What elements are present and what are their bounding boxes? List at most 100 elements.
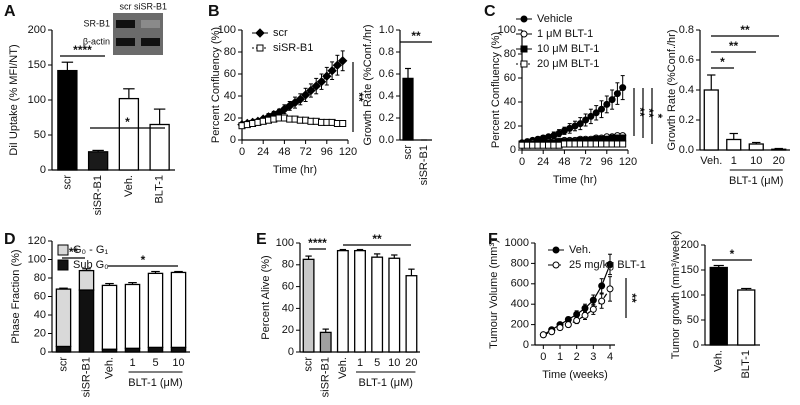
bar-segment — [147, 346, 164, 353]
y-tick-label: 0.8 — [379, 46, 394, 58]
legend-label: Veh. — [569, 244, 591, 256]
legend-label: 20 μM BLT-1 — [537, 58, 599, 70]
x-tick-label: 3 — [590, 351, 596, 363]
bar — [748, 143, 764, 151]
point — [576, 120, 584, 128]
y-tick-label: 0 — [40, 346, 46, 358]
x-tick-label: 5 — [152, 357, 158, 369]
point — [619, 134, 627, 142]
bar — [57, 69, 78, 171]
x-axis-title: Time (hr) — [273, 164, 317, 176]
significance-label: * — [720, 55, 725, 69]
y-tick-label: 20 — [282, 324, 294, 336]
y-tick-label: 200 — [511, 319, 529, 331]
bar-segment — [170, 271, 187, 349]
y-tick-label: 0 — [230, 134, 236, 146]
legend-label: G₀ - G₁ — [73, 244, 108, 256]
significance-label: ** — [411, 29, 421, 43]
x-tick-label: 120 — [619, 156, 637, 168]
y-axis-title: Tumor growth (mm³/week) — [670, 231, 682, 360]
x-tick-label: 20 — [773, 155, 785, 167]
legend-label: Vehicle — [537, 13, 572, 25]
point — [619, 140, 627, 148]
x-axis-title: Time (weeks) — [542, 369, 608, 381]
x-tick-label: 1 — [557, 351, 563, 363]
y-axis-title: Percent Alive (%) — [260, 255, 272, 339]
x-axis-title: Time (hr) — [553, 174, 597, 186]
x-tick-label: 0 — [540, 351, 546, 363]
point — [598, 297, 606, 305]
y-tick-label: 80 — [34, 272, 46, 284]
point — [306, 85, 316, 96]
y-tick-label: 400 — [511, 298, 529, 310]
y-tick-label: 100 — [498, 24, 516, 36]
bar — [354, 249, 366, 353]
x-tick-label: 72 — [579, 156, 591, 168]
bar — [737, 289, 756, 346]
point — [603, 100, 611, 108]
y-tick-label: 1000 — [505, 237, 529, 249]
x-tick-label: 5 — [374, 357, 380, 369]
panel-letter: E — [256, 231, 267, 248]
point — [613, 90, 621, 98]
bar — [771, 148, 787, 151]
x-tick-label: 20 — [405, 357, 417, 369]
x-tick-label: siSR-B1 — [92, 175, 104, 215]
y-tick-label: 80 — [504, 48, 516, 60]
y-tick-label: 1.0 — [379, 24, 394, 36]
legend-marker — [520, 60, 528, 68]
x-tick-label: Veh. — [103, 357, 115, 379]
point — [548, 328, 556, 336]
x-tick-label: 96 — [601, 156, 613, 168]
point — [573, 317, 581, 325]
point — [592, 109, 600, 117]
x-tick-label: scr — [402, 145, 414, 160]
significance-label: ** — [372, 232, 382, 246]
y-tick-label: 60 — [34, 290, 46, 302]
bar — [149, 123, 170, 171]
y-tick-label: 100 — [681, 289, 699, 301]
blot-column-label: scr — [120, 1, 132, 11]
y-tick-label: 100 — [276, 237, 294, 249]
bar — [302, 258, 315, 353]
x-tick-label: 72 — [299, 146, 311, 158]
group-label: BLT-1 (μM) — [729, 175, 783, 187]
y-tick-label: 0 — [693, 339, 699, 351]
y-tick-label: 0.6 — [679, 54, 694, 66]
point — [322, 71, 332, 81]
significance-label: * — [141, 253, 146, 267]
blot-band — [116, 20, 135, 28]
y-tick-label: 20 — [504, 120, 516, 132]
bar — [405, 275, 418, 353]
y-tick-label: 0.8 — [679, 24, 694, 36]
bar — [709, 266, 728, 346]
significance-label: ** — [69, 245, 79, 259]
bar — [371, 256, 384, 353]
y-tick-label: 0.0 — [679, 144, 694, 156]
y-tick-label: 600 — [511, 278, 529, 290]
y-tick-label: 40 — [504, 96, 516, 108]
y-axis-title: Percent Confluency (%) — [210, 27, 222, 143]
y-tick-label: 200 — [681, 239, 699, 251]
point — [598, 282, 606, 290]
x-tick-label: scr — [302, 357, 314, 372]
y-tick-label: 800 — [511, 257, 529, 269]
y-tick-label: 60 — [282, 281, 294, 293]
bar-segment — [55, 288, 72, 348]
y-tick-label: 80 — [282, 259, 294, 271]
bar-segment — [170, 346, 187, 353]
significance-label: * — [651, 114, 665, 119]
x-tick-label: 48 — [558, 156, 570, 168]
x-tick-label: scr — [61, 175, 73, 190]
point — [316, 76, 327, 87]
y-tick-label: 0 — [510, 144, 516, 156]
point — [608, 96, 616, 104]
x-tick-label: 4 — [607, 351, 613, 363]
panel-letter: B — [208, 3, 220, 20]
point — [332, 60, 343, 70]
y-tick-label: 40 — [282, 302, 294, 314]
y-axis-title: DiI Uptake (% MFI/NT) — [8, 44, 20, 155]
legend-marker — [520, 45, 528, 53]
bar — [336, 249, 349, 353]
